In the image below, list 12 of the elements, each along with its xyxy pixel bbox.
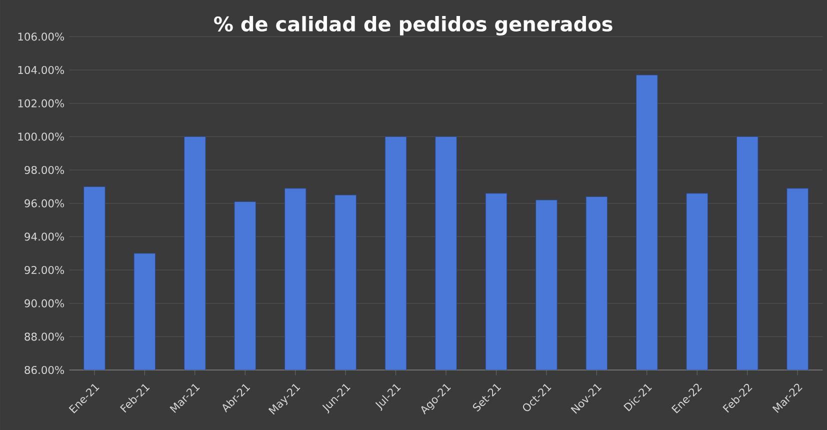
y-tick-label: 88.00% [24, 332, 64, 341]
chart-title: % de calidad de pedidos generados [214, 16, 612, 36]
y-tick-label: 102.00% [18, 99, 64, 108]
y-tick-label: 92.00% [24, 266, 64, 274]
y-tick-label: 98.00% [24, 166, 64, 174]
y-tick-label: 90.00% [24, 299, 64, 308]
y-tick-label: 106.00% [18, 32, 64, 41]
y-tick-label: 100.00% [18, 132, 64, 141]
y-tick-label: 96.00% [24, 199, 64, 208]
y-tick-label: 104.00% [18, 66, 64, 74]
y-tick-label: 86.00% [24, 366, 64, 374]
y-tick-label: 94.00% [24, 232, 64, 241]
